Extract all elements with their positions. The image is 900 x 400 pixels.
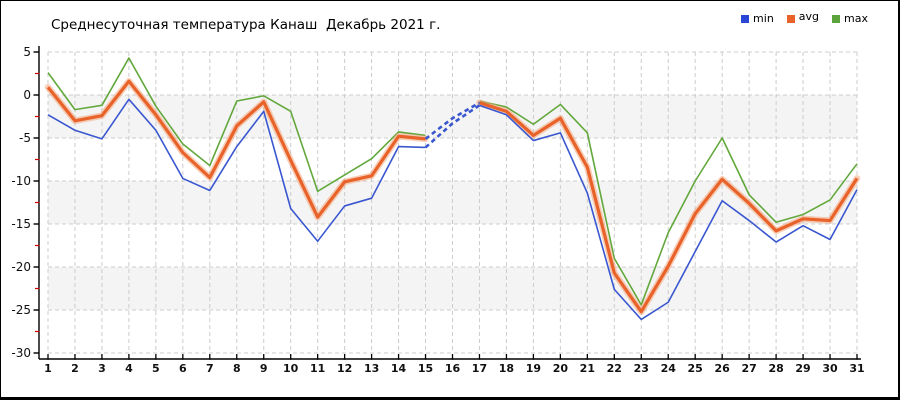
svg-text:15: 15	[418, 362, 433, 375]
svg-text:11: 11	[310, 362, 325, 375]
svg-text:14: 14	[391, 362, 407, 375]
dashed-forecast-lines	[424, 101, 481, 149]
min-swatch-icon	[741, 14, 750, 23]
svg-text:31: 31	[849, 362, 864, 375]
x-axis-ticks	[47, 354, 858, 360]
max-swatch-icon	[832, 14, 841, 23]
svg-text:-10: -10	[11, 174, 31, 188]
svg-text:7: 7	[206, 362, 214, 375]
chart-title: Среднесуточная температура Канаш Декабрь…	[51, 17, 441, 33]
legend-item-min: min	[741, 12, 774, 25]
svg-text:23: 23	[634, 362, 649, 375]
x-axis-labels: 1 2 3 4 5 6 7 8 9 10 11 12 13 14 15 16 17 18 19 20 21 22 23 24 2…	[44, 362, 864, 375]
svg-text:3: 3	[98, 362, 106, 375]
svg-text:13: 13	[364, 362, 379, 375]
svg-text:5: 5	[152, 362, 160, 375]
svg-text:22: 22	[607, 362, 622, 375]
svg-text:-25: -25	[11, 303, 31, 317]
svg-text:18: 18	[499, 362, 514, 375]
svg-text:25: 25	[688, 362, 703, 375]
svg-text:10: 10	[283, 362, 299, 375]
svg-text:-20: -20	[11, 260, 31, 274]
svg-text:27: 27	[741, 362, 756, 375]
svg-text:1: 1	[44, 362, 52, 375]
svg-text:-30: -30	[11, 346, 31, 360]
legend-label-max: max	[844, 12, 868, 25]
svg-text:8: 8	[233, 362, 241, 375]
svg-text:17: 17	[472, 362, 487, 375]
svg-text:4: 4	[125, 362, 133, 375]
svg-text:28: 28	[768, 362, 783, 375]
svg-text:26: 26	[715, 362, 731, 375]
svg-text:16: 16	[445, 362, 461, 375]
svg-text:9: 9	[260, 362, 268, 375]
legend-label-min: min	[753, 12, 774, 25]
legend-item-avg: avg	[786, 10, 820, 25]
svg-text:5: 5	[23, 45, 31, 59]
svg-text:12: 12	[337, 362, 352, 375]
svg-text:-5: -5	[19, 131, 31, 145]
svg-text:-15: -15	[11, 217, 31, 231]
svg-text:19: 19	[526, 362, 541, 375]
y-axis-labels: 5 0 -5 -10 -15 -20 -25 -30	[11, 45, 31, 360]
avg-swatch-icon	[786, 14, 795, 23]
legend-item-max: max	[832, 12, 868, 25]
series-min-line	[47, 98, 858, 321]
svg-text:30: 30	[822, 362, 838, 375]
svg-text:29: 29	[795, 362, 810, 375]
svg-text:6: 6	[179, 362, 187, 375]
svg-text:20: 20	[553, 362, 569, 375]
legend: min avg max	[741, 10, 868, 25]
svg-text:2: 2	[71, 362, 79, 375]
y-axis-ticks	[33, 51, 40, 354]
series-avg-line	[44, 77, 861, 315]
svg-text:21: 21	[580, 362, 595, 375]
legend-label-avg: avg	[798, 10, 820, 23]
svg-text:0: 0	[23, 88, 31, 102]
gridlines	[47, 51, 858, 354]
svg-text:24: 24	[661, 362, 677, 375]
series-max-line	[47, 57, 858, 306]
